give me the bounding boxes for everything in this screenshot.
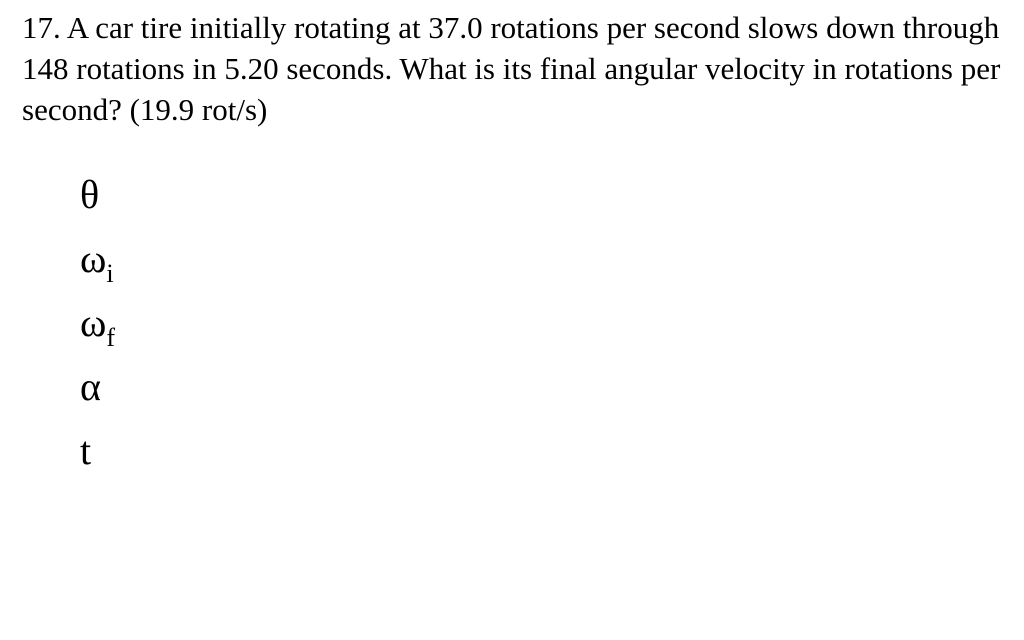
variable-symbol: t <box>80 428 91 473</box>
slide-page: 17. A car tire initially rotating at 37.… <box>0 0 1024 471</box>
variable-subscript: i <box>106 259 113 288</box>
question-text: 17. A car tire initially rotating at 37.… <box>22 8 1002 131</box>
variable-symbol: ω <box>80 300 106 345</box>
variable-symbol: α <box>80 364 101 409</box>
variable-list: θ ωi ωf α t <box>22 175 1002 471</box>
variable-symbol: θ <box>80 172 99 217</box>
variable-row: α <box>80 367 1002 407</box>
variable-row: t <box>80 431 1002 471</box>
variable-row: ωf <box>80 303 1002 343</box>
variable-row: ωi <box>80 239 1002 279</box>
variable-subscript: f <box>106 323 115 352</box>
variable-row: θ <box>80 175 1002 215</box>
variable-symbol: ω <box>80 236 106 281</box>
